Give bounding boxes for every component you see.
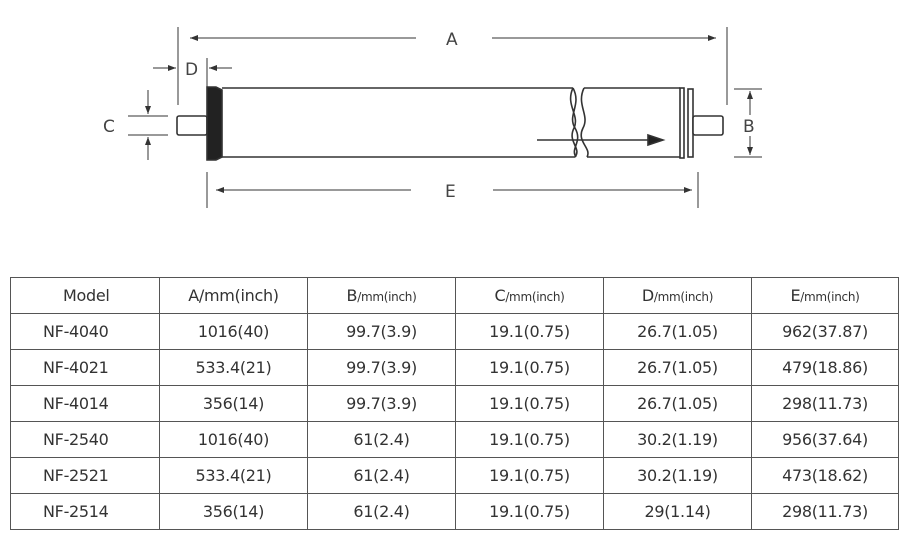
value-cell: 61(2.4) — [307, 421, 456, 458]
model-cell: NF-2540 — [10, 421, 160, 458]
label-b: B — [743, 117, 755, 137]
column-header: D/mm(inch) — [603, 277, 752, 314]
column-header-label: C — [494, 286, 506, 305]
dimension-e — [206, 172, 699, 208]
value-cell: 298(11.73) — [751, 493, 899, 530]
dimension-b — [734, 88, 762, 158]
model-cell: NF-2514 — [10, 493, 160, 530]
model-cell: NF-4040 — [10, 313, 160, 350]
membrane-element — [176, 86, 724, 161]
value-cell: 1016(40) — [159, 313, 308, 350]
table-row: NF-4040 1016(40) 99.7(3.9) 19.1(0.75) 26.7(1… — [10, 313, 899, 350]
label-a: A — [446, 30, 458, 50]
value-cell: 19.1(0.75) — [455, 493, 604, 530]
dimension-c — [128, 90, 168, 160]
column-header-label: Model — [63, 286, 110, 305]
value-cell: 61(2.4) — [307, 493, 456, 530]
value-cell: 30.2(1.19) — [603, 457, 752, 494]
value-cell: 479(18.86) — [751, 349, 899, 386]
dimension-a — [177, 27, 728, 105]
column-header: A/mm(inch) — [159, 277, 308, 314]
value-cell: 962(37.87) — [751, 313, 899, 350]
column-header-unit: /mm(inch) — [357, 290, 417, 304]
value-cell: 26.7(1.05) — [603, 349, 752, 386]
table-row: NF-4021 533.4(21) 99.7(3.9) 19.1(0.75) 26.7(… — [10, 349, 899, 386]
value-cell: 61(2.4) — [307, 457, 456, 494]
table-row: NF-2514 356(14) 61(2.4) 19.1(0.75) 29(1.14) 2… — [10, 493, 899, 530]
value-cell: 19.1(0.75) — [455, 349, 604, 386]
membrane-dimension-diagram: A D C B E — [103, 27, 762, 208]
value-cell: 356(14) — [159, 385, 308, 422]
value-cell: 30.2(1.19) — [603, 421, 752, 458]
column-header-unit: /mm(inch) — [505, 290, 565, 304]
model-cell: NF-2521 — [10, 457, 160, 494]
value-cell: 19.1(0.75) — [455, 385, 604, 422]
value-cell: 533.4(21) — [159, 457, 308, 494]
column-header: B/mm(inch) — [307, 277, 456, 314]
value-cell: 19.1(0.75) — [455, 421, 604, 458]
value-cell: 956(37.64) — [751, 421, 899, 458]
table-row: NF-2521 533.4(21) 61(2.4) 19.1(0.75) 30.2(1.… — [10, 457, 899, 494]
value-cell: 26.7(1.05) — [603, 385, 752, 422]
column-header-label: D — [641, 286, 654, 305]
table-header-row: Model A/mm(inch) B/mm(inch) C/mm(inch) D/mm(… — [10, 277, 899, 314]
value-cell: 99.7(3.9) — [307, 385, 456, 422]
label-c: C — [103, 117, 115, 137]
table-row: NF-2540 1016(40) 61(2.4) 19.1(0.75) 30.2(1.1… — [10, 421, 899, 458]
value-cell: 298(11.73) — [751, 385, 899, 422]
value-cell: 99.7(3.9) — [307, 313, 456, 350]
column-header-unit: /mm(inch) — [800, 290, 860, 304]
label-e: E — [445, 182, 456, 202]
value-cell: 1016(40) — [159, 421, 308, 458]
value-cell: 533.4(21) — [159, 349, 308, 386]
value-cell: 99.7(3.9) — [307, 349, 456, 386]
value-cell: 473(18.62) — [751, 457, 899, 494]
value-cell: 26.7(1.05) — [603, 313, 752, 350]
dimension-table: Model A/mm(inch) B/mm(inch) C/mm(inch) D/mm(… — [10, 277, 899, 530]
value-cell: 19.1(0.75) — [455, 457, 604, 494]
column-header: C/mm(inch) — [455, 277, 604, 314]
column-header-label: A/mm(inch) — [188, 286, 279, 305]
value-cell: 19.1(0.75) — [455, 313, 604, 350]
label-d: D — [185, 60, 198, 80]
value-cell: 29(1.14) — [603, 493, 752, 530]
model-cell: NF-4014 — [10, 385, 160, 422]
value-cell: 356(14) — [159, 493, 308, 530]
column-header-label: B — [346, 286, 358, 305]
column-header-label: E — [790, 286, 801, 305]
column-header: E/mm(inch) — [751, 277, 899, 314]
column-header-unit: /mm(inch) — [653, 290, 714, 304]
model-cell: NF-4021 — [10, 349, 160, 386]
table-row: NF-4014 356(14) 99.7(3.9) 19.1(0.75) 26.7(1.… — [10, 385, 899, 422]
column-header: Model — [10, 277, 160, 314]
